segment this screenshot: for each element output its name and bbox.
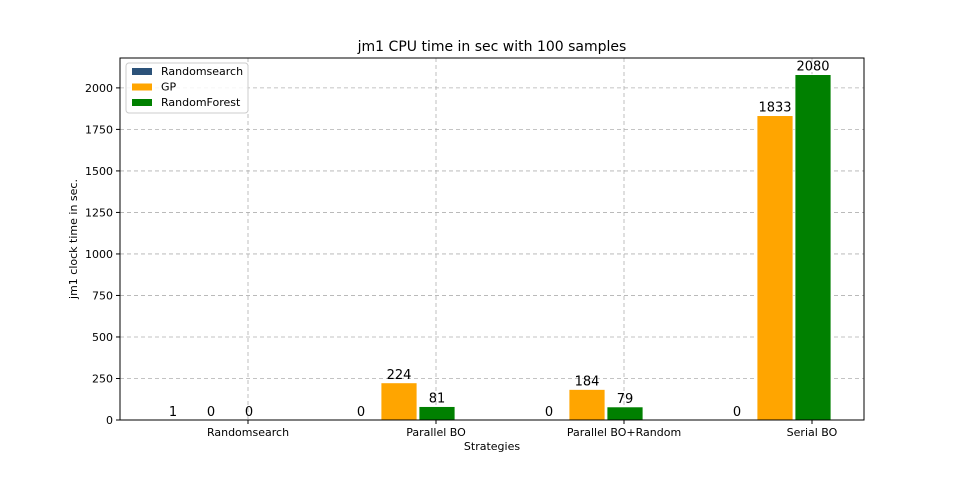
legend-box (125, 62, 249, 114)
data-label: 224 (387, 368, 412, 383)
legend-label: GP (161, 81, 177, 94)
x-tick-label: Randomsearch (207, 426, 289, 439)
data-label: 184 (575, 374, 600, 389)
y-tick-label: 1750 (85, 123, 113, 136)
data-label: 1833 (758, 101, 791, 116)
data-label: 0 (207, 405, 215, 420)
x-axis: Randomsearch Parallel BO Parallel BO+Rando… (207, 420, 838, 439)
x-tick-label: Serial BO (787, 426, 838, 439)
y-axis-title: jm1 clock time in sec. (67, 179, 80, 300)
y-axis: 0 250 500 750 1000 1250 1500 1750 2000 (85, 82, 120, 427)
legend-label: Randomsearch (161, 65, 243, 78)
bars (380, 74, 832, 421)
y-tick-label: 1500 (85, 165, 113, 178)
bar-gp-2 (568, 389, 606, 421)
data-label: 0 (357, 405, 365, 420)
y-tick-label: 250 (92, 372, 113, 385)
y-tick-label: 0 (106, 414, 113, 427)
data-label: 2080 (796, 60, 829, 75)
legend-swatch (132, 68, 152, 75)
y-tick-label: 1000 (85, 248, 113, 261)
legend: Randomsearch GP RandomForest (125, 62, 249, 114)
data-label: 81 (429, 392, 446, 407)
data-label: 1 (169, 405, 177, 420)
legend-swatch (132, 99, 152, 106)
y-tick-label: 2000 (85, 82, 113, 95)
y-tick-label: 500 (92, 331, 113, 344)
bar-randomforest-3 (794, 74, 832, 421)
data-labels: 1 0 0 0 0 224 184 1833 0 81 79 2080 (169, 60, 830, 420)
bar-gp-3 (756, 115, 794, 421)
legend-label: RandomForest (161, 96, 241, 109)
x-tick-label: Parallel BO (406, 426, 466, 439)
y-tick-label: 1250 (85, 206, 113, 219)
data-label: 0 (733, 405, 741, 420)
x-tick-label: Parallel BO+Random (567, 426, 681, 439)
plot-area-frame (119, 57, 865, 421)
data-label: 0 (545, 405, 553, 420)
x-axis-title: Strategies (464, 440, 520, 453)
y-tick-label: 750 (92, 289, 113, 302)
chart-title: jm1 CPU time in sec with 100 samples (357, 39, 627, 55)
bar-gp-1 (380, 382, 418, 421)
legend-swatch (132, 83, 152, 91)
data-label: 0 (245, 405, 253, 420)
bar-randomforest-1 (418, 406, 456, 421)
data-label: 79 (617, 392, 634, 407)
bar-randomforest-2 (606, 406, 644, 421)
